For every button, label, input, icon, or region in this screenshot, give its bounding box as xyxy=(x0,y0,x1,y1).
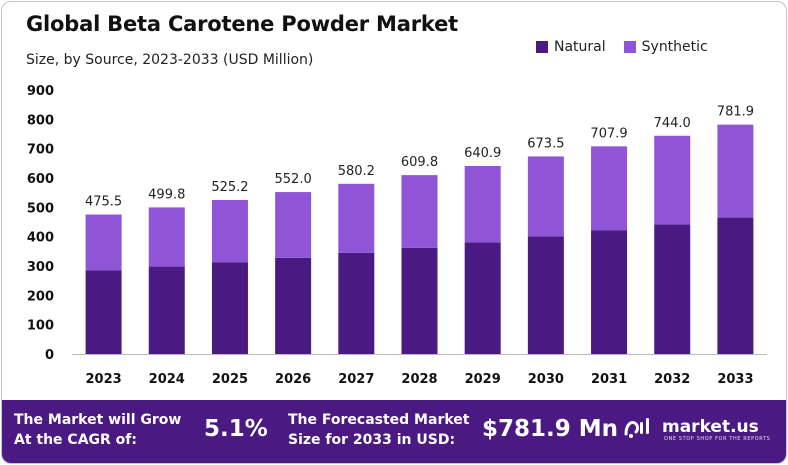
data-label-total-2027: 580.2 xyxy=(338,164,375,179)
brand-tagline: ONE STOP SHOP FOR THE REPORTS xyxy=(664,436,771,442)
data-label-total-2025: 525.2 xyxy=(211,180,248,195)
y-tick-label: 600 xyxy=(27,172,54,187)
x-tick-label-2025: 2025 xyxy=(212,372,248,387)
bar-natural-2033 xyxy=(717,217,754,354)
bar-chart: 0 100 200 300 400 500 600 700 800 900 475.5 2023 499… xyxy=(27,84,767,387)
bar-natural-2032 xyxy=(654,224,691,354)
bar-natural-2027 xyxy=(338,252,375,354)
y-tick-label: 800 xyxy=(27,113,54,128)
y-tick-label: 200 xyxy=(27,289,54,304)
x-tick-label-2029: 2029 xyxy=(465,372,501,387)
legend-item-natural: Natural xyxy=(536,39,606,55)
data-label-total-2023: 475.5 xyxy=(85,195,122,210)
data-label-total-2031: 707.9 xyxy=(590,126,627,141)
market-us-logo-icon xyxy=(624,418,649,438)
data-label-total-2033: 781.9 xyxy=(717,105,754,120)
bar-natural-2023 xyxy=(85,270,122,354)
bar-synthetic-2029 xyxy=(464,166,501,243)
bar-synthetic-2032 xyxy=(654,135,691,225)
cagr-value: 5.1% xyxy=(204,416,268,442)
data-label-total-2030: 673.5 xyxy=(527,136,564,151)
y-tick-label: 300 xyxy=(27,260,54,275)
bar-natural-2030 xyxy=(527,236,564,354)
chart-title: Global Beta Carotene Powder Market xyxy=(26,12,458,36)
legend-swatch-synthetic xyxy=(623,41,636,53)
x-tick-label-2023: 2023 xyxy=(85,372,121,387)
y-tick-label: 700 xyxy=(27,143,54,158)
x-tick-label-2033: 2033 xyxy=(717,372,753,387)
y-tick-label: 0 xyxy=(45,348,54,363)
bar-synthetic-2030 xyxy=(527,156,564,237)
forecast-label: The Forecasted Market Size for 2033 in U… xyxy=(288,410,469,450)
data-label-total-2029: 640.9 xyxy=(464,146,501,161)
bar-natural-2031 xyxy=(591,230,628,354)
data-label-total-2028: 609.8 xyxy=(401,155,438,170)
bar-synthetic-2028 xyxy=(401,175,438,248)
x-tick-label-2031: 2031 xyxy=(591,372,627,387)
legend-label-natural: Natural xyxy=(554,39,606,55)
bar-natural-2026 xyxy=(275,257,312,354)
data-label-total-2026: 552.0 xyxy=(275,172,312,187)
brand: market.us ONE STOP SHOP FOR THE REPORTS xyxy=(622,414,770,442)
forecast-label-line2: Size for 2033 in USD: xyxy=(288,432,456,448)
cagr-label-line2: At the CAGR of: xyxy=(14,432,137,448)
x-tick-label-2028: 2028 xyxy=(401,372,437,387)
cagr-label: The Market will Grow At the CAGR of: xyxy=(14,410,181,450)
bar-synthetic-2024 xyxy=(148,207,185,267)
x-tick-label-2030: 2030 xyxy=(528,372,564,387)
x-tick-label-2024: 2024 xyxy=(149,372,185,387)
bar-synthetic-2026 xyxy=(275,192,312,258)
legend-label-synthetic: Synthetic xyxy=(641,39,708,55)
x-tick-label-2027: 2027 xyxy=(338,372,374,387)
y-tick-label: 500 xyxy=(27,201,54,216)
bar-synthetic-2027 xyxy=(338,183,375,253)
bar-synthetic-2033 xyxy=(717,124,754,218)
data-label-total-2032: 744.0 xyxy=(654,116,691,131)
forecast-value: $781.9 Mn xyxy=(482,416,619,442)
brand-name: market.us xyxy=(662,417,759,437)
bar-natural-2025 xyxy=(211,262,248,354)
data-label-total-2024: 499.8 xyxy=(148,187,185,202)
footer-banner: The Market will Grow At the CAGR of: 5.1… xyxy=(2,400,786,463)
bar-synthetic-2023 xyxy=(85,214,122,271)
y-tick-label: 400 xyxy=(27,231,54,246)
forecast-label-line1: The Forecasted Market xyxy=(288,412,470,428)
chart-subtitle: Size, by Source, 2023-2033 (USD Million) xyxy=(26,52,314,68)
bar-synthetic-2031 xyxy=(591,146,628,231)
cagr-label-line1: The Market will Grow xyxy=(14,412,182,428)
y-tick-label: 100 xyxy=(27,319,54,334)
bar-natural-2024 xyxy=(148,266,185,354)
x-tick-label-2026: 2026 xyxy=(275,372,311,387)
bar-natural-2029 xyxy=(464,242,501,354)
bar-synthetic-2025 xyxy=(211,199,248,263)
y-tick-label: 900 xyxy=(27,84,54,99)
bar-natural-2028 xyxy=(401,247,438,354)
chart-legend: Natural Synthetic xyxy=(536,39,726,55)
x-tick-label-2032: 2032 xyxy=(654,372,690,387)
legend-item-synthetic: Synthetic xyxy=(623,39,708,55)
legend-swatch-natural xyxy=(536,41,548,53)
